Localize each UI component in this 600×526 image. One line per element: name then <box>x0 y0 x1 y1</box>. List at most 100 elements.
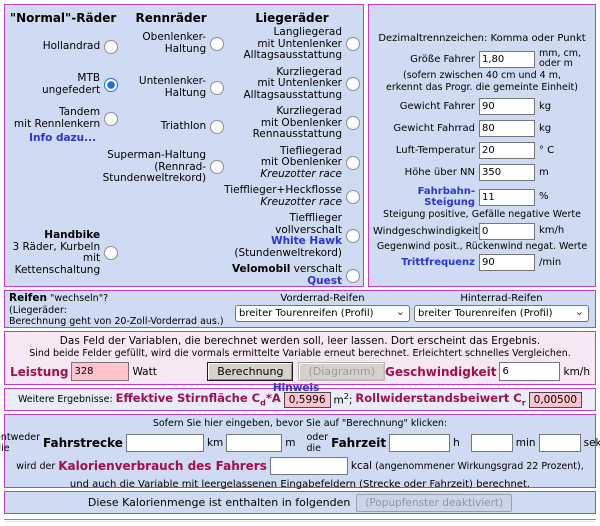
bike-label: Kurzliegerad <box>276 65 342 78</box>
cda-value: 0,5996 <box>283 391 331 408</box>
bike-label: mit Rennlenkern <box>13 117 101 130</box>
fahrbahn-steigung-link[interactable]: Fahrbahn-Steigung <box>417 186 475 208</box>
mtb-radio[interactable] <box>104 77 119 92</box>
hollandrad-radio[interactable] <box>104 40 119 54</box>
wind-label: Windgeschwindigkeit <box>373 225 479 237</box>
bike-label: Handbike <box>44 229 101 241</box>
bike-label: Langliegerad <box>273 26 342 38</box>
luft-temperatur-input[interactable] <box>479 142 535 159</box>
trittfrequenz-row: Trittfrequenz /min <box>373 254 591 271</box>
unit-note: (sofern zwischen 40 cm und 4 m, <box>403 70 561 81</box>
hoehe-label: Höhe über NN <box>404 167 475 178</box>
kalorienverbrauch-label: Kalorienverbrauch des Fahrers <box>58 459 267 473</box>
bike-option-superman: Superman-Haltung (Rennrad- Stundenweltre… <box>103 149 225 185</box>
bike-label: Tiefflieger+Heckflosse <box>224 184 342 196</box>
decimal-separator-note: Dezimaltrennzeichen: Komma oder Punkt <box>378 33 586 44</box>
bike-type-panel: "Normal"-Räder Hollandrad MTB ungefedert… <box>4 4 364 287</box>
fahrzeit-sek-input[interactable] <box>538 434 581 452</box>
bike-label: Alltagsausstattung <box>243 88 343 101</box>
bike-option-kurzliegerad-obenlenker: Kurzliegerad mit Obenlenker Rennausstatt… <box>224 105 360 141</box>
gewicht-fahrrad-input[interactable] <box>479 120 535 137</box>
gewicht-fahrer-input[interactable] <box>479 98 535 115</box>
langliegerad-radio[interactable] <box>346 37 360 52</box>
tandem-radio[interactable] <box>104 111 119 126</box>
results-prefix: Weitere Ergebnisse: <box>17 394 113 405</box>
wind-input[interactable] <box>479 222 535 240</box>
geschwindigkeit-input[interactable] <box>499 362 561 381</box>
bike-option-tiefliegerad: Tiefliegerad mit Obenlenker Kreuzotter r… <box>224 145 360 181</box>
leistung-label: Leistung <box>10 364 69 379</box>
m-unit: m <box>285 437 296 449</box>
bike-label: Alltagsausstattung <box>243 49 343 61</box>
hoehe-input[interactable] <box>479 164 535 181</box>
groesse-unit: oder m <box>539 58 573 69</box>
kurzliegerad-untenlenker-radio[interactable] <box>346 76 360 91</box>
bike-label: Haltung <box>164 86 207 99</box>
tires-row: Reifen "wechseln"? (Liegeräder: Berechnu… <box>4 290 596 328</box>
groesse-input[interactable] <box>479 50 535 68</box>
gewicht-fahrrad-label: Gewicht Fahrrad <box>393 123 475 134</box>
bike-label: Untenlenker- <box>138 75 207 87</box>
bike-label: MTB <box>77 72 101 84</box>
tiefliegerad-radio[interactable] <box>346 155 360 170</box>
cda-unit: m2; <box>333 392 353 407</box>
bike-label: 3 Räder, Kurbeln <box>12 240 101 253</box>
groesse-unit: mm, cm, <box>539 48 582 59</box>
untenlenker-radio[interactable] <box>210 80 225 95</box>
superman-radio[interactable] <box>210 160 225 175</box>
fahrzeit-h-input[interactable] <box>389 434 451 452</box>
tiefflieger-heckflosse-radio[interactable] <box>346 189 360 204</box>
bike-label: Tandem <box>58 106 101 118</box>
fahrzeit-min-input[interactable] <box>470 434 513 452</box>
wind-row: Windgeschwindigkeit km/h <box>373 222 591 240</box>
cr-value: 0,00500 <box>528 391 583 408</box>
white-hawk-link[interactable]: White Hawk <box>270 235 342 247</box>
hinweis-link[interactable]: Hinweis <box>272 382 320 394</box>
trittfrequenz-link[interactable]: Trittfrequenz <box>401 257 475 268</box>
calories-hint: Sofern Sie hier eingeben, bevor Sie auf … <box>152 418 448 429</box>
gewicht-fahrer-label: Gewicht Fahrer <box>399 101 475 112</box>
fahrstrecke-label: Fahrstrecke <box>43 436 123 450</box>
tiefflieger-vollverschalt-radio[interactable] <box>346 229 360 243</box>
obenlenker-radio[interactable] <box>210 36 225 51</box>
front-tire-select[interactable]: breiter Tourenreifen (Profil) <box>235 305 410 322</box>
cda-label: Effektive Stirnfläche Cd*A <box>115 391 281 408</box>
bike-option-hollandrad: Hollandrad <box>8 40 119 54</box>
info-dazu-link[interactable]: Info dazu... <box>29 132 97 144</box>
trittfrequenz-input[interactable] <box>479 254 535 271</box>
berechnung-button[interactable]: Berechnung <box>207 362 294 381</box>
steigung-input[interactable] <box>479 188 535 206</box>
gewicht-fahrrad-row: Gewicht Fahrrad kg <box>373 120 591 137</box>
kcal-unit: kcal <box>350 460 373 472</box>
leistung-input[interactable] <box>71 362 130 381</box>
gewicht-fahrer-row: Gewicht Fahrer kg <box>373 98 591 115</box>
triathlon-radio[interactable] <box>210 120 225 134</box>
sek-unit: sek, <box>583 437 600 449</box>
fahrstrecke-m-input[interactable] <box>226 434 283 452</box>
fahrstrecke-km-input[interactable] <box>125 434 204 452</box>
bike-option-triathlon: Triathlon <box>118 120 225 134</box>
bike-label: Haltung <box>164 42 207 55</box>
fahrzeit-label: Fahrzeit <box>331 436 387 450</box>
handbike-radio[interactable] <box>104 246 119 260</box>
rear-tire-select[interactable]: breiter Tourenreifen (Profil) <box>414 305 589 322</box>
bike-label: (Rennrad- <box>154 160 207 173</box>
quest-link[interactable]: Quest <box>307 274 342 287</box>
hoehe-unit: m <box>539 166 549 178</box>
top-section: "Normal"-Räder Hollandrad MTB ungefedert… <box>4 4 596 287</box>
popup-text: Diese Kalorienmenge ist enthalten in fol… <box>87 496 351 509</box>
gewicht-fahrer-unit: kg <box>539 100 552 112</box>
bike-label: Kurzliegerad <box>276 105 342 117</box>
popup-row: Diese Kalorienmenge ist enthalten in fol… <box>4 491 596 514</box>
bike-label: Stundenweltrekord) <box>102 172 207 184</box>
bike-option-tiefflieger-vollverschalt: Tiefflieger vollverschalt White Hawk (St… <box>224 212 360 259</box>
front-tire-group: Vorderrad-Reifen breiter Tourenreifen (P… <box>233 293 412 325</box>
bike-label: Rennausstattung <box>252 128 342 140</box>
groesse-label: Größe Fahrer <box>410 53 475 65</box>
kcal-input[interactable] <box>269 457 348 475</box>
kurzliegerad-obenlenker-radio[interactable] <box>346 116 360 131</box>
velomobil-radio[interactable] <box>346 268 360 283</box>
bike-option-handbike: Handbike 3 Räder, Kurbeln mit Kettenscha… <box>8 229 119 276</box>
unit-note: erkennt das Progr. die gemeinte Einheit) <box>386 81 578 93</box>
